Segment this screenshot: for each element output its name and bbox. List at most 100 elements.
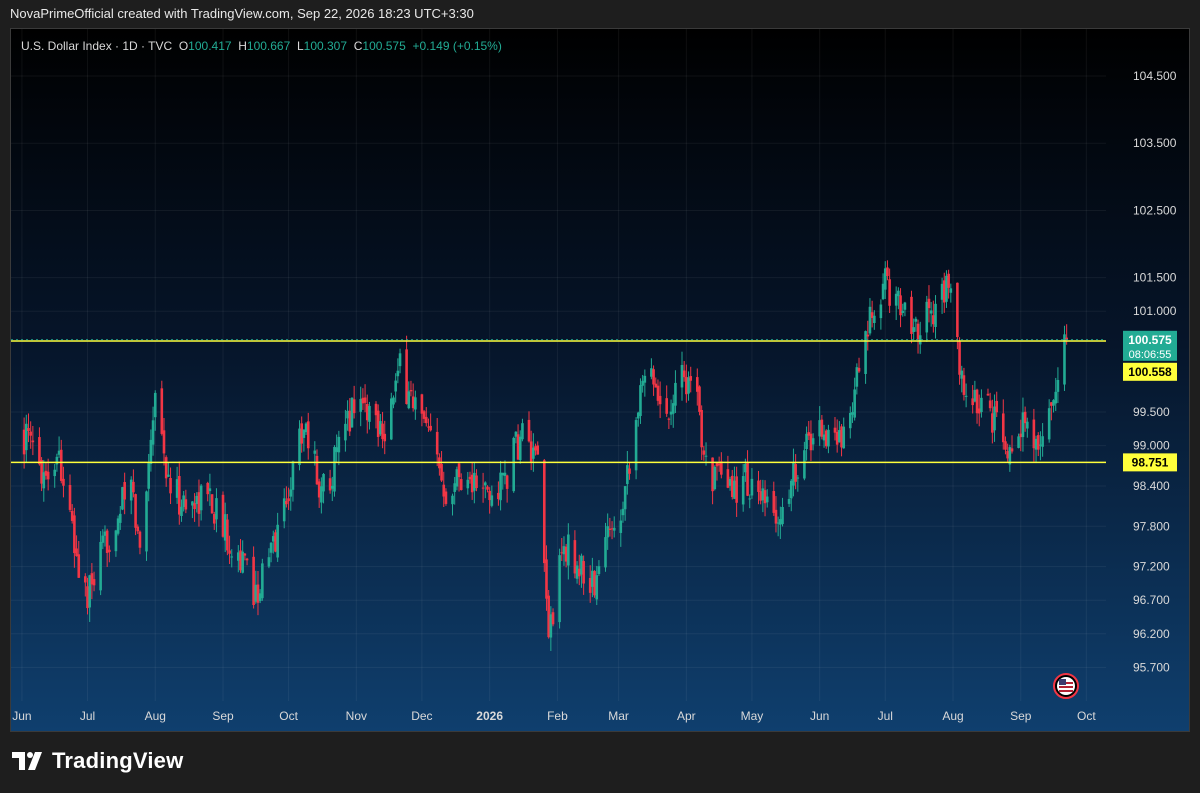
candle-body — [879, 304, 883, 319]
candle-body — [903, 302, 907, 310]
candle-body — [123, 482, 126, 500]
candle-body — [593, 571, 596, 596]
low-label: L — [296, 39, 304, 53]
candle-body — [180, 506, 183, 517]
candle-body — [361, 397, 365, 404]
candle-body — [901, 310, 905, 313]
candle-body — [228, 550, 231, 554]
level-price-tag — [1123, 362, 1177, 381]
candle-body — [105, 530, 109, 553]
candle-body — [516, 434, 520, 460]
candle-body — [206, 482, 210, 495]
candle-body — [680, 365, 684, 388]
candle-body — [1039, 444, 1042, 446]
candle-body — [193, 503, 196, 510]
candle-body — [348, 410, 352, 432]
candle-body — [304, 423, 308, 433]
candle-body — [27, 428, 30, 431]
candle-body — [689, 376, 693, 381]
candle-body — [169, 478, 172, 494]
flag-icon[interactable] — [1053, 673, 1079, 699]
bar-countdown-label: 08:06:55 — [1129, 349, 1172, 361]
candle-body — [442, 484, 446, 497]
candle-body — [840, 426, 843, 448]
candle-body — [897, 290, 900, 297]
candle-body — [118, 513, 122, 523]
candle-body — [92, 579, 96, 586]
candle-body — [62, 478, 65, 486]
candle-body — [818, 420, 821, 437]
candle-body — [619, 520, 623, 533]
candle-body — [685, 376, 688, 395]
candle-body — [811, 438, 815, 445]
candle-body — [597, 566, 601, 574]
candle-body — [134, 494, 137, 528]
candlestick-chart[interactable]: 104.500 103.500 102.500 101.500 101.000 99.50… — [11, 29, 1189, 731]
candle-body — [977, 408, 981, 414]
horizontal-levels[interactable] — [11, 339, 1106, 464]
candle-body — [512, 437, 515, 492]
candle-body — [575, 565, 579, 579]
candle-body — [121, 487, 124, 510]
time-tick-label: 2026 — [476, 709, 503, 723]
candle-body — [440, 463, 443, 481]
candle-body — [628, 468, 631, 474]
candle-body — [650, 368, 653, 377]
candle-body — [57, 450, 61, 455]
candle-body — [803, 450, 806, 479]
price-tick-label: 101.500 — [1133, 271, 1177, 285]
time-tick-label: Nov — [346, 709, 367, 723]
candle-body — [285, 500, 288, 505]
candle-body — [962, 375, 966, 395]
candle-body — [73, 515, 76, 554]
chart-panel[interactable]: 104.500 103.500 102.500 101.500 101.000 99.50… — [10, 28, 1190, 732]
low-value: 100.307 — [303, 39, 348, 53]
change-value: +0.149 (+0.15%) — [412, 39, 502, 53]
candle-body — [695, 377, 699, 392]
candle-body — [980, 397, 983, 413]
candle-body — [728, 478, 732, 486]
time-tick-label: Dec — [411, 709, 432, 723]
candle-body — [352, 399, 356, 414]
candle-body — [383, 433, 387, 442]
candle-body — [1036, 435, 1040, 450]
candle-body — [720, 461, 723, 475]
candle-body — [623, 486, 627, 510]
candle-body — [409, 390, 413, 392]
candle-body — [470, 474, 474, 493]
candle-body — [149, 439, 153, 465]
candle-body — [453, 483, 456, 492]
candle-body — [667, 418, 671, 420]
candle-body — [267, 557, 271, 567]
candle-body — [958, 341, 961, 375]
tradingview-brand[interactable]: TradingView — [12, 748, 183, 774]
symbol-legend[interactable]: U.S. Dollar Index · 1D · TVC O100.417 H1… — [21, 39, 502, 53]
candle-body — [108, 549, 111, 552]
price-tick-label: 104.500 — [1133, 69, 1177, 83]
candle-body — [945, 275, 948, 302]
candle-body — [636, 412, 640, 419]
candle-body — [608, 528, 612, 530]
candle-body — [643, 375, 647, 383]
candle-body — [230, 556, 234, 558]
candle-body — [654, 383, 658, 388]
candle-body — [759, 491, 762, 501]
candle-body — [789, 480, 793, 499]
level-price-label: 100.558 — [1128, 365, 1172, 379]
candle-body — [497, 492, 500, 500]
time-tick-label: Apr — [677, 709, 696, 723]
candle-body — [481, 487, 485, 489]
candle-body — [147, 462, 150, 489]
candle-body — [715, 462, 719, 467]
candle-body — [669, 411, 673, 415]
candle-body — [276, 524, 279, 558]
candle-body — [671, 403, 675, 414]
candle-body — [682, 370, 686, 378]
candle-body — [848, 412, 852, 429]
price-tick-label: 96.200 — [1133, 627, 1170, 641]
candle-body — [466, 479, 470, 489]
candle-body — [870, 312, 874, 318]
price-tick-label: 101.000 — [1133, 304, 1177, 318]
time-tick-label: Mar — [608, 709, 629, 723]
candle-body — [842, 426, 846, 449]
